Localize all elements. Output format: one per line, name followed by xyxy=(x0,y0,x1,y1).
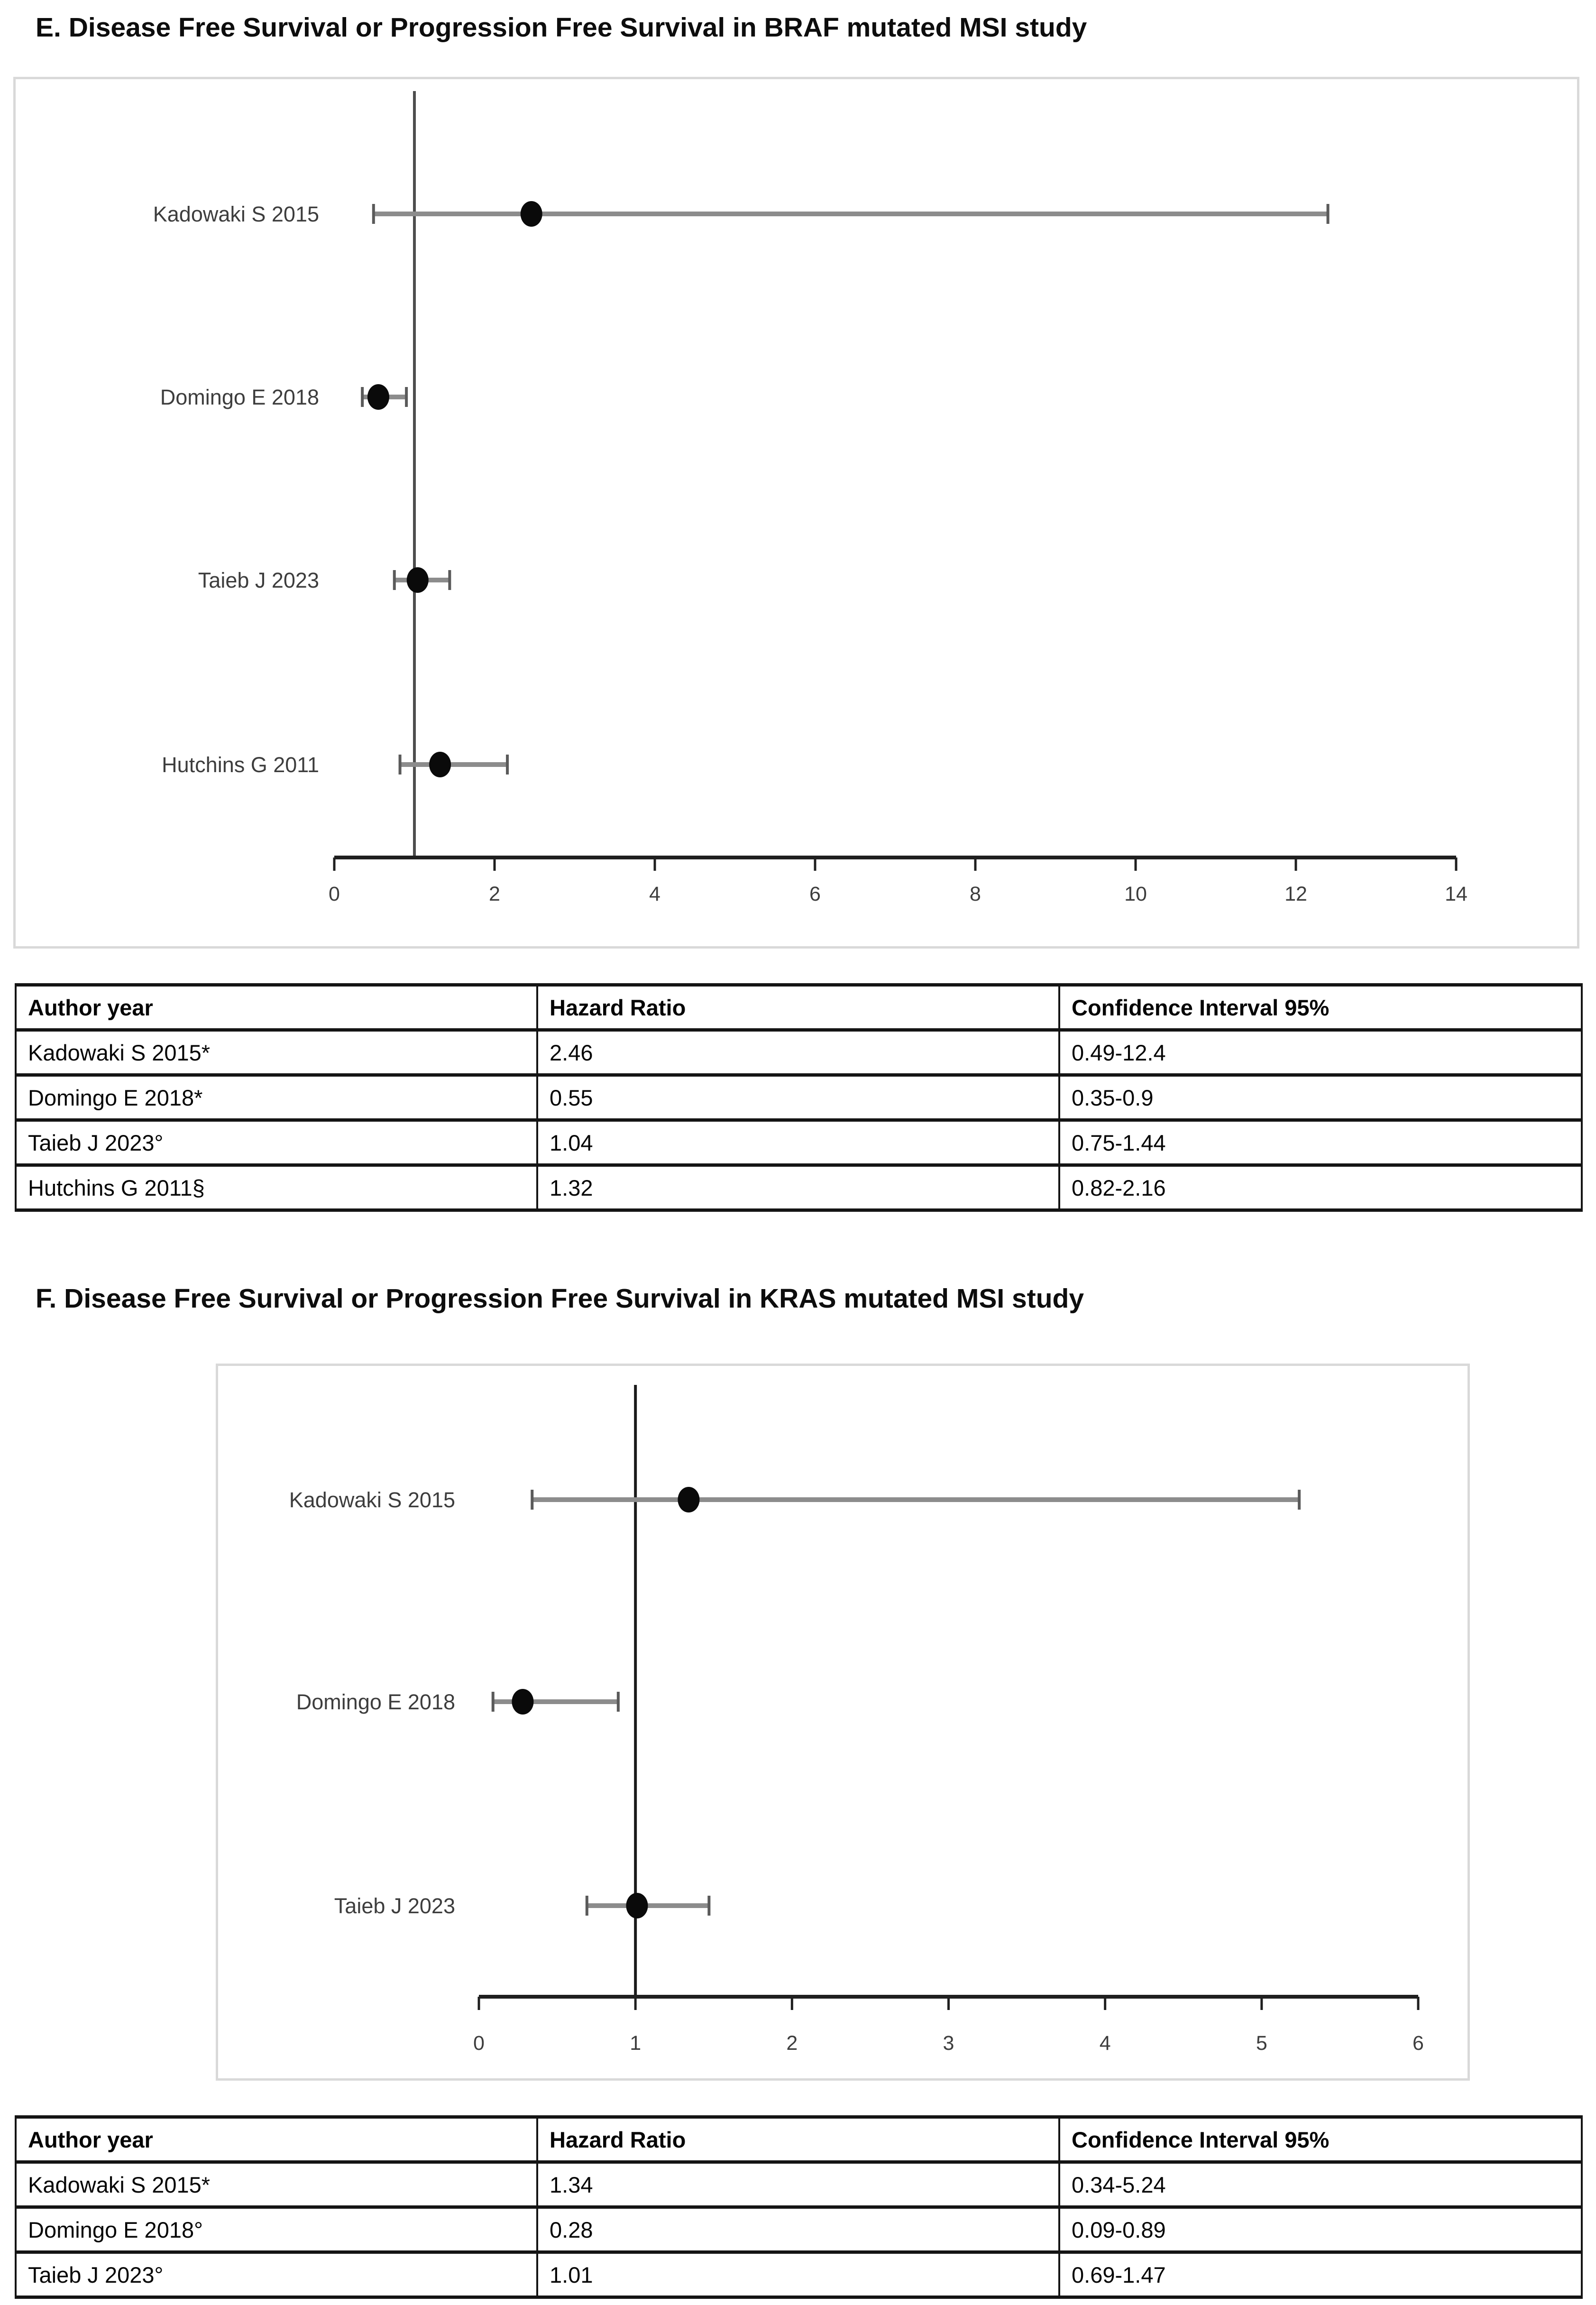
x-axis-tick-label: 10 xyxy=(1124,883,1147,905)
table-row: Kadowaki S 2015* 2.46 0.49-12.4 xyxy=(15,1028,1583,1077)
table-header-row: Author year Hazard Ratio Confidence Interv… xyxy=(15,983,1583,1032)
x-axis-tick-label: 3 xyxy=(943,2032,954,2055)
column-header: Hazard Ratio xyxy=(536,2115,1060,2164)
study-label: Hutchins G 2011 xyxy=(162,753,319,777)
x-axis-tick-label: 0 xyxy=(473,2032,485,2055)
table-cell: 0.49-12.4 xyxy=(1058,1028,1583,1077)
table-cell: 1.01 xyxy=(536,2250,1060,2299)
hr-marker xyxy=(678,1487,700,1512)
table-cell: 0.34-5.24 xyxy=(1058,2160,1583,2209)
table-row: Domingo E 2018° 0.28 0.09-0.89 xyxy=(15,2205,1583,2254)
table-cell: 1.04 xyxy=(536,1118,1060,1167)
column-header: Author year xyxy=(15,983,538,1032)
x-axis-tick-label: 12 xyxy=(1284,883,1307,905)
forest-plot-f: Kadowaki S 2015 Domingo E 2018 Taieb J 202… xyxy=(216,1364,1470,2081)
hr-marker xyxy=(512,1689,534,1715)
x-axis-tick-label: 1 xyxy=(630,2032,641,2055)
table-cell: 0.69-1.47 xyxy=(1058,2250,1583,2299)
column-header: Confidence Interval 95% xyxy=(1058,983,1583,1032)
table-row: Hutchins G 2011§ 1.32 0.82-2.16 xyxy=(15,1163,1583,1212)
study-label: Kadowaki S 2015 xyxy=(289,1488,455,1512)
x-axis-tick-label: 14 xyxy=(1445,883,1468,905)
table-cell: Hutchins G 2011§ xyxy=(15,1163,538,1212)
study-label: Taieb J 2023 xyxy=(198,568,319,592)
figure-f-title: F. Disease Free Survival or Progression … xyxy=(36,1283,1084,1314)
column-header: Hazard Ratio xyxy=(536,983,1060,1032)
study-label: Domingo E 2018 xyxy=(296,1690,455,1714)
x-axis-tick-label: 8 xyxy=(970,883,981,905)
x-axis-tick-label: 6 xyxy=(1413,2032,1424,2055)
table-cell: 0.75-1.44 xyxy=(1058,1118,1583,1167)
forest-plot-f-canvas: Kadowaki S 2015 Domingo E 2018 Taieb J 202… xyxy=(289,1385,1424,2055)
table-cell: 0.55 xyxy=(536,1073,1060,1122)
study-label: Domingo E 2018 xyxy=(160,385,319,409)
table-cell: 0.82-2.16 xyxy=(1058,1163,1583,1212)
hr-marker xyxy=(429,752,451,777)
table-cell: Kadowaki S 2015* xyxy=(15,2160,538,2209)
column-header: Author year xyxy=(15,2115,538,2164)
x-axis-tick-label: 2 xyxy=(786,2032,798,2055)
table-row: Kadowaki S 2015* 1.34 0.34-5.24 xyxy=(15,2160,1583,2209)
x-axis-tick-label: 6 xyxy=(809,883,821,905)
table-cell: 0.35-0.9 xyxy=(1058,1073,1583,1122)
forest-plot-e-canvas: Kadowaki S 2015 Domingo E 2018 Taieb J 202… xyxy=(153,91,1468,905)
table-row: Taieb J 2023° 1.04 0.75-1.44 xyxy=(15,1118,1583,1167)
table-cell: Kadowaki S 2015* xyxy=(15,1028,538,1077)
table-cell: 0.28 xyxy=(536,2205,1060,2254)
x-axis-tick-label: 4 xyxy=(1100,2032,1111,2055)
table-header-row: Author year Hazard Ratio Confidence Interv… xyxy=(15,2115,1583,2164)
table-row: Domingo E 2018* 0.55 0.35-0.9 xyxy=(15,1073,1583,1122)
table-row: Taieb J 2023° 1.01 0.69-1.47 xyxy=(15,2250,1583,2299)
hazard-table-f: Author year Hazard Ratio Confidence Interv… xyxy=(15,2115,1583,2299)
column-header: Confidence Interval 95% xyxy=(1058,2115,1583,2164)
x-axis-tick-label: 2 xyxy=(489,883,500,905)
forest-plot-e: Kadowaki S 2015 Domingo E 2018 Taieb J 202… xyxy=(13,77,1579,949)
x-axis-tick-label: 5 xyxy=(1256,2032,1267,2055)
table-cell: 1.32 xyxy=(536,1163,1060,1212)
table-cell: Taieb J 2023° xyxy=(15,2250,538,2299)
table-cell: 1.34 xyxy=(536,2160,1060,2209)
figure-e-title: E. Disease Free Survival or Progression … xyxy=(36,12,1087,43)
table-cell: Domingo E 2018* xyxy=(15,1073,538,1122)
table-cell: Taieb J 2023° xyxy=(15,1118,538,1167)
hr-marker xyxy=(626,1893,648,1918)
hr-marker xyxy=(520,201,542,227)
study-label: Taieb J 2023 xyxy=(334,1894,455,1918)
x-axis-tick-label: 4 xyxy=(649,883,660,905)
study-label: Kadowaki S 2015 xyxy=(153,202,319,226)
hazard-table-e: Author year Hazard Ratio Confidence Interv… xyxy=(15,983,1583,1212)
x-axis-tick-label: 0 xyxy=(329,883,340,905)
table-cell: Domingo E 2018° xyxy=(15,2205,538,2254)
table-cell: 0.09-0.89 xyxy=(1058,2205,1583,2254)
hr-marker xyxy=(406,567,429,593)
hr-marker xyxy=(367,384,389,410)
table-cell: 2.46 xyxy=(536,1028,1060,1077)
